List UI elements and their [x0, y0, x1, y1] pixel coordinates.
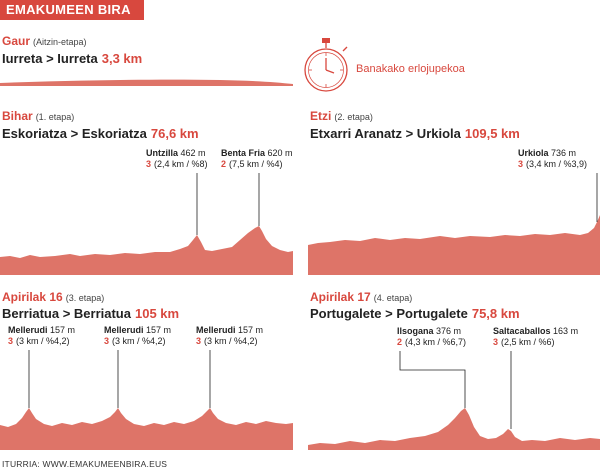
stage-route-label: Etxarri Aranatz > Urkiola — [310, 126, 461, 141]
climb-label-mellerudi-2: Mellerudi 157 m 3 (3 km / %4,2) — [104, 325, 171, 347]
climb-altitude: 157 m — [146, 325, 172, 335]
climb-label-saltacaballos: Saltacaballos 163 m 3 (2,5 km / %6) — [493, 326, 578, 348]
stage-route-label: Eskoriatza > Eskoriatza — [2, 126, 147, 141]
climb-altitude: 163 m — [553, 326, 579, 336]
climb-label-untzilla: Untzilla 462 m 3 (2,4 km / %8) — [146, 148, 208, 170]
stage-distance: 76,6 km — [150, 126, 199, 141]
climb-detail: (3 km / %4,2) — [16, 336, 70, 346]
climb-label-benta-fria: Benta Fria 620 m 2 (7,5 km / %4) — [221, 148, 293, 170]
stage-distance: 109,5 km — [464, 126, 520, 141]
climb-name: Mellerudi — [104, 325, 144, 335]
climb-category: 3 — [146, 159, 152, 169]
climb-name: Urkiola — [518, 148, 549, 158]
climb-category: 2 — [221, 159, 227, 169]
stage-route: Berriatua > Berriatua 105 km — [2, 306, 179, 321]
stage-distance: 3,3 km — [101, 51, 143, 66]
climb-name: Ilsogana — [397, 326, 434, 336]
climb-altitude: 157 m — [238, 325, 264, 335]
legend-label: Banakako erlojupekoa — [356, 63, 465, 75]
stage-day-label: Apirilak 16 — [2, 290, 63, 304]
stage-etapa: (4. etapa) — [373, 293, 413, 303]
stage-day: Bihar (1. etapa) — [2, 109, 74, 123]
stage-etapa: (2. etapa) — [334, 112, 373, 122]
stage-route: Eskoriatza > Eskoriatza 76,6 km — [2, 126, 199, 141]
climb-category: 3 — [196, 336, 202, 346]
climb-category: 3 — [104, 336, 110, 346]
climb-label-ilsogana: Ilsogana 376 m 2 (4,3 km / %6,7) — [397, 326, 466, 348]
leader-ilsogana — [399, 351, 466, 408]
stage-etapa: (1. etapa) — [35, 112, 75, 122]
stage-route-label: Portugalete > Portugalete — [310, 306, 468, 321]
stage-day: Apirilak 17 (4. etapa) — [310, 290, 412, 304]
stage-day: Gaur (Aitzin-etapa) — [2, 34, 87, 48]
climb-detail: (3,4 km / %3,9) — [526, 159, 588, 169]
climb-detail: (3 km / %4,2) — [112, 336, 166, 346]
stage-route: Etxarri Aranatz > Urkiola 109,5 km — [310, 126, 520, 141]
climb-name: Mellerudi — [196, 325, 236, 335]
stage-day: Etzi (2. etapa) — [310, 109, 373, 123]
climb-name: Saltacaballos — [493, 326, 551, 336]
stage-day-label: Gaur — [2, 34, 31, 48]
climb-altitude: 157 m — [50, 325, 76, 335]
climb-leader-lines — [28, 173, 598, 429]
climb-category: 3 — [8, 336, 14, 346]
climb-name: Mellerudi — [8, 325, 48, 335]
source-credit: ITURRIA: WWW.EMAKUMEENBIRA.EUS — [2, 459, 168, 469]
climb-detail: (3 km / %4,2) — [204, 336, 258, 346]
stage-route: Portugalete > Portugalete 75,8 km — [310, 306, 520, 321]
stage-etapa: (3. etapa) — [65, 293, 105, 303]
stage-distance: 75,8 km — [471, 306, 520, 321]
header-title: EMAKUMEEN BIRA — [0, 0, 144, 20]
climb-detail: (7,5 km / %4) — [229, 159, 283, 169]
climb-altitude: 462 m — [180, 148, 206, 158]
climb-detail: (2,5 km / %6) — [501, 337, 555, 347]
climb-category: 3 — [493, 337, 499, 347]
profile-stage-1 — [0, 226, 293, 275]
stage-distance: 105 km — [134, 306, 180, 321]
climb-detail: (2,4 km / %8) — [154, 159, 208, 169]
stage-day: Apirilak 16 (3. etapa) — [2, 290, 104, 304]
climb-label-mellerudi-3: Mellerudi 157 m 3 (3 km / %4,2) — [196, 325, 263, 347]
stage-day-label: Etzi — [310, 109, 332, 123]
climb-label-urkiola: Urkiola 736 m 3 (3,4 km / %3,9) — [518, 148, 587, 170]
stage-route-label: Iurreta > Iurreta — [2, 51, 98, 66]
climb-label-mellerudi-1: Mellerudi 157 m 3 (3 km / %4,2) — [8, 325, 75, 347]
stage-etapa: (Aitzin-etapa) — [33, 37, 87, 47]
profile-stage-2 — [308, 215, 600, 275]
stage-route: Iurreta > Iurreta 3,3 km — [2, 51, 142, 66]
profile-stage-3 — [0, 408, 293, 450]
climb-name: Benta Fria — [221, 148, 266, 158]
climb-category: 3 — [518, 159, 524, 169]
stage-day-label: Bihar — [2, 109, 33, 123]
stage-day-label: Apirilak 17 — [310, 290, 371, 304]
profile-prologue — [0, 79, 293, 86]
climb-category: 2 — [397, 337, 403, 347]
stage-route-label: Berriatua > Berriatua — [2, 306, 131, 321]
stopwatch-icon — [304, 38, 348, 92]
climb-altitude: 376 m — [436, 326, 462, 336]
profile-stage-4 — [308, 408, 600, 450]
climb-name: Untzilla — [146, 148, 179, 158]
climb-altitude: 736 m — [551, 148, 577, 158]
climb-detail: (4,3 km / %6,7) — [405, 337, 467, 347]
climb-altitude: 620 m — [267, 148, 293, 158]
